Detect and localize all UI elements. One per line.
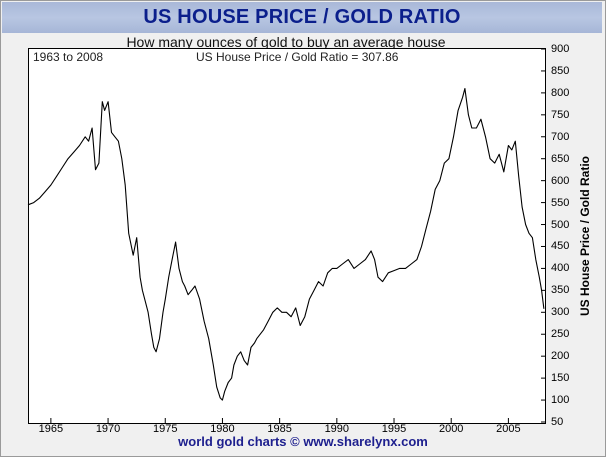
- y-axis-label: US House Price / Gold Ratio: [578, 155, 592, 317]
- y-tick-label: 900: [551, 43, 570, 55]
- chart-subtitle: How many ounces of gold to buy an averag…: [126, 34, 446, 50]
- y-tick-label: 700: [551, 130, 570, 143]
- y-tick-label: 500: [551, 218, 570, 231]
- y-tick-label: 100: [551, 394, 570, 407]
- date-range-annotation: 1963 to 2008: [33, 50, 104, 64]
- footer-credit: world gold charts © www.sharelynx.com: [178, 434, 428, 449]
- plot-area: [28, 48, 546, 424]
- y-tick-label: 400: [551, 262, 570, 275]
- y-tick-label: 300: [551, 306, 570, 319]
- x-tick-label: 2000: [438, 423, 464, 435]
- y-tick-label: 550: [551, 196, 570, 209]
- y-tick-label: 750: [551, 108, 570, 121]
- chart-title: US HOUSE PRICE / GOLD RATIO: [143, 6, 461, 28]
- x-tick-label: 2005: [496, 423, 521, 435]
- x-tick-label: 1985: [267, 423, 292, 435]
- y-tick-label: 800: [551, 86, 570, 99]
- current-ratio-annotation: US House Price / Gold Ratio = 307.86: [196, 50, 399, 64]
- y-tick-label: 650: [551, 152, 570, 165]
- y-tick-label: 350: [551, 284, 570, 297]
- y-tick-label: 850: [551, 64, 570, 77]
- y-tick-label: 150: [551, 372, 570, 385]
- x-tick-label: 1990: [324, 423, 350, 435]
- y-tick-label: 200: [551, 350, 570, 363]
- title-bar: US HOUSE PRICE / GOLD RATIO: [2, 2, 602, 33]
- y-tick-label: 450: [551, 240, 570, 253]
- x-tick-label: 1980: [210, 423, 235, 435]
- y-tick-label: 600: [551, 174, 570, 187]
- series-line: [27, 87, 545, 401]
- tick-marks: [50, 48, 546, 423]
- x-tick-label: 1965: [38, 423, 64, 435]
- x-tick-label: 1995: [381, 423, 407, 435]
- y-tick-label: 250: [551, 328, 570, 341]
- x-tick-label: 1975: [153, 423, 178, 435]
- x-tick-label: 1970: [95, 423, 121, 435]
- y-tick-label: 50: [551, 416, 564, 428]
